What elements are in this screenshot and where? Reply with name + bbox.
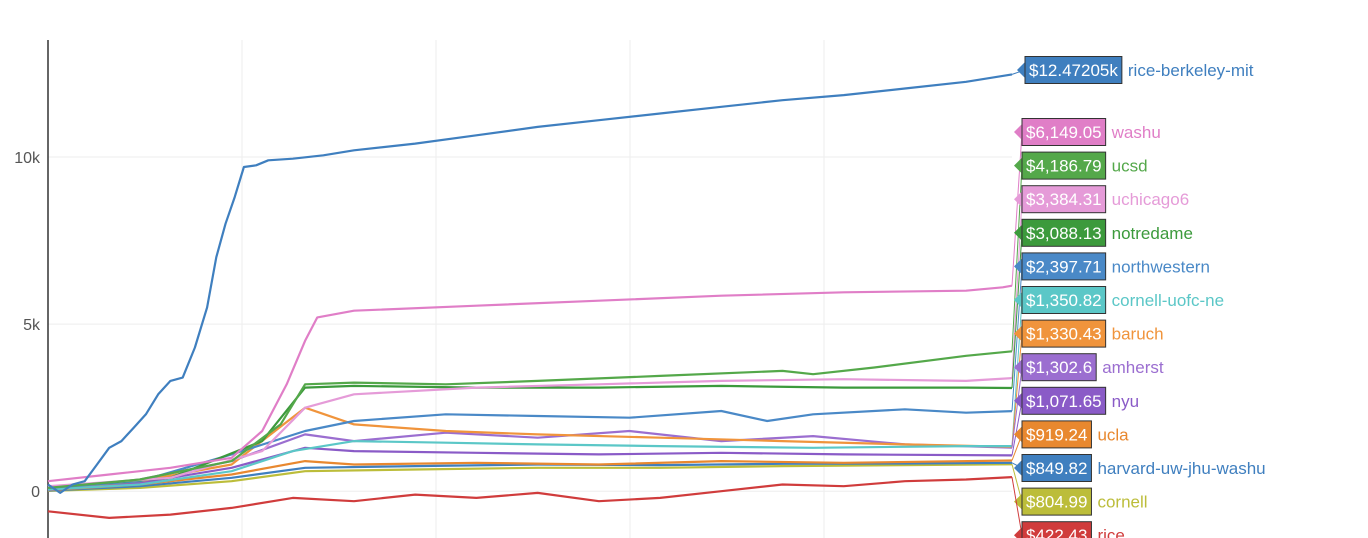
series-line-rice-berkeley-mit — [47, 73, 1013, 494]
end-arrow-amherst — [1014, 359, 1022, 376]
series-line-rice — [47, 476, 1013, 519]
end-value-box-washu — [1021, 118, 1107, 146]
y-tick-label-5k: 5k — [23, 317, 41, 334]
series-line-nyu — [47, 446, 1013, 491]
end-value-label-nyu: $1,071.65 — [1026, 392, 1102, 411]
y-tick-label-10k: 10k — [14, 150, 41, 167]
end-arrow-notredame — [1014, 224, 1022, 241]
series-name-washu: washu — [1111, 123, 1161, 142]
end-arrow-rice-berkeley-mit — [1017, 62, 1025, 78]
series-line-ucla — [47, 459, 1013, 492]
end-value-label-ucla: $919.24 — [1026, 425, 1087, 444]
end-arrow-rice — [1014, 527, 1022, 538]
connector-notredame — [1011, 232, 1023, 389]
end-value-box-baruch — [1021, 319, 1107, 348]
end-value-label-cornell: $804.99 — [1026, 493, 1087, 512]
end-value-label-cornell-uofc-ne: $1,350.82 — [1026, 291, 1102, 310]
grid-lines — [48, 40, 1012, 538]
end-value-label-amherst: $1,302.6 — [1026, 358, 1092, 377]
end-value-label-notredame: $3,088.13 — [1026, 224, 1102, 243]
series-line-ucsd — [47, 350, 1013, 489]
series-name-uchicago6: uchicago6 — [1112, 190, 1190, 209]
end-value-box-ucla — [1021, 420, 1092, 449]
series-line-cornell — [47, 463, 1013, 492]
end-arrow-cornell — [1014, 493, 1022, 510]
series-name-baruch: baruch — [1112, 325, 1164, 344]
end-value-label-ucsd: $4,186.79 — [1026, 157, 1102, 176]
series-lines — [47, 73, 1013, 519]
connector-baruch — [1011, 333, 1023, 447]
series-name-northwestern: northwestern — [1112, 257, 1210, 276]
series-name-ucla: ucla — [1097, 425, 1129, 444]
end-value-box-rice-berkeley-mit — [1024, 56, 1123, 84]
connector-amherst — [1011, 367, 1023, 448]
end-arrow-cornell-uofc-ne — [1014, 292, 1022, 308]
end-value-label-baruch: $1,330.43 — [1026, 325, 1102, 344]
series-name-cornell-uofc-ne: cornell-uofc-ne — [1112, 291, 1224, 310]
y-tick-label-0: 0 — [31, 484, 40, 501]
end-value-box-cornell — [1021, 487, 1092, 516]
end-value-label-harvard-uw-jhu-washu: $849.82 — [1026, 459, 1087, 478]
series-name-harvard-uw-jhu-washu: harvard-uw-jhu-washu — [1097, 459, 1265, 478]
series-name-nyu: nyu — [1112, 392, 1139, 411]
series-name-rice-berkeley-mit: rice-berkeley-mit — [1128, 61, 1254, 80]
series-name-rice: rice — [1097, 526, 1124, 538]
end-value-box-amherst — [1021, 353, 1097, 382]
end-value-label-washu: $6,149.05 — [1026, 123, 1102, 142]
connector-rice — [1011, 477, 1023, 536]
end-arrow-nyu — [1014, 392, 1022, 409]
series-name-notredame: notredame — [1112, 224, 1193, 243]
end-arrow-ucla — [1014, 426, 1022, 443]
end-arrow-harvard-uw-jhu-washu — [1014, 460, 1022, 476]
series-line-northwestern — [47, 408, 1013, 489]
end-value-box-rice — [1021, 521, 1092, 538]
y-axis: 0 5k 10k — [14, 40, 49, 538]
end-value-label-northwestern: $2,397.71 — [1026, 257, 1102, 276]
series-line-washu — [47, 284, 1013, 483]
connector-washu — [1011, 131, 1023, 286]
series-name-cornell: cornell — [1097, 493, 1147, 512]
series-name-amherst: amherst — [1102, 358, 1164, 377]
series-line-baruch — [47, 406, 1013, 490]
end-value-box-northwestern — [1021, 252, 1107, 281]
connector-nyu — [1011, 400, 1023, 456]
end-arrow-washu — [1014, 124, 1022, 140]
end-arrow-ucsd — [1014, 157, 1022, 174]
end-value-box-harvard-uw-jhu-washu — [1021, 454, 1092, 482]
end-arrow-northwestern — [1014, 258, 1022, 275]
end-value-box-uchicago6 — [1021, 185, 1107, 214]
end-labels: $12.47205k rice-berkeley-mit $6,149.05 wash… — [1011, 56, 1266, 538]
end-value-box-nyu — [1021, 386, 1107, 415]
connector-northwestern — [1011, 266, 1023, 412]
end-value-label-uchicago6: $3,384.31 — [1026, 190, 1102, 209]
end-value-box-ucsd — [1021, 151, 1107, 180]
end-value-box-notredame — [1021, 218, 1107, 247]
series-name-ucsd: ucsd — [1112, 157, 1148, 176]
end-value-label-rice: $422.43 — [1026, 526, 1087, 538]
end-arrow-baruch — [1014, 325, 1022, 342]
end-value-label-rice-berkeley-mit: $12.47205k — [1029, 61, 1118, 80]
connector-cornell-uofc-ne — [1011, 299, 1023, 447]
end-arrow-uchicago6 — [1014, 191, 1022, 208]
series-line-cornell-uofc-ne — [47, 440, 1012, 491]
end-value-box-cornell-uofc-ne — [1021, 286, 1107, 314]
